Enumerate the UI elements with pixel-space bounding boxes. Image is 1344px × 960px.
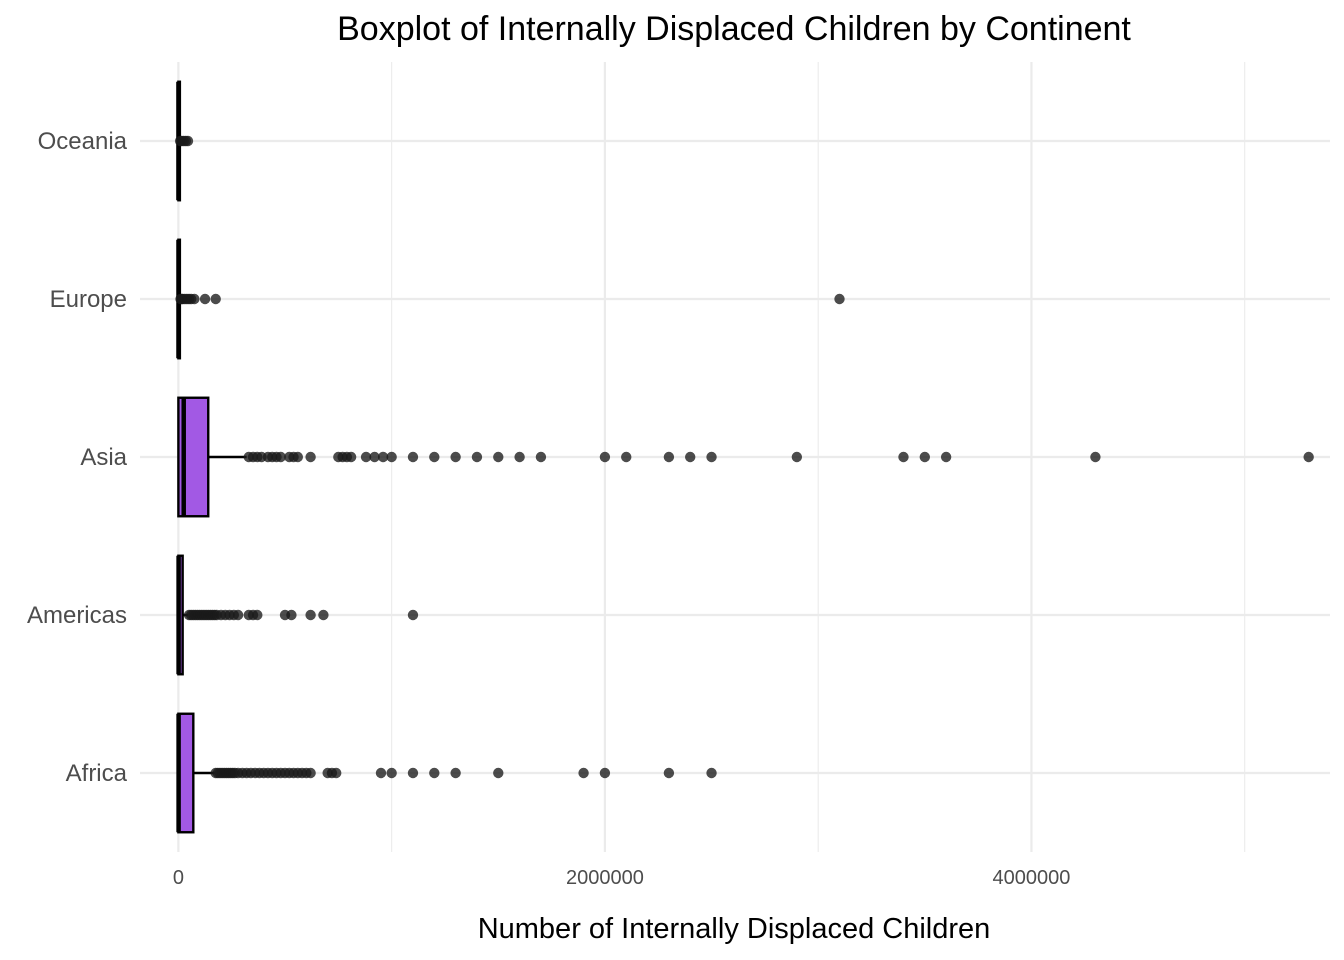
outlier-point [386,767,397,779]
outlier-point [493,767,504,779]
x-tick-label: 2000000 [566,867,644,889]
y-category-label: Asia [80,444,127,471]
outlier-point [305,767,316,779]
outlier-point [834,293,845,305]
outlier-point [514,451,525,463]
x-axis-title: Number of Internally Displaced Children [478,913,991,945]
outlier-point [232,609,244,621]
x-tick-label: 4000000 [992,867,1070,889]
outlier-point [663,451,675,463]
x-axis-tick-labels: 0 2000000 4000000 [173,867,1071,889]
outlier-point [706,767,717,779]
outlier-point [345,451,357,463]
y-category-label: Americas [27,602,127,629]
outlier-point [252,609,263,621]
outlier-point [360,451,372,463]
outlier-point [189,293,200,305]
outlier-point [331,767,342,779]
outlier-point [286,609,297,621]
outlier-point [369,451,380,463]
outlier-point [663,767,675,779]
outlier-point [429,451,440,463]
outlier-point [305,451,316,463]
outlier-point [407,451,419,463]
outlier-point [599,451,611,463]
outlier-point [450,767,461,779]
outlier-point [377,451,389,463]
outlier-point [450,451,461,463]
outlier-point [1303,451,1314,463]
box-africa [176,712,215,834]
outlier-point [386,451,397,463]
outlier-point [275,451,286,463]
outlier-point [940,451,952,463]
box-asia [177,396,247,518]
chart-title: Boxplot of Internally Displaced Children… [337,10,1131,48]
outlier-point [182,135,194,147]
outlier-point [621,451,632,463]
y-category-label: Europe [50,286,127,313]
y-axis-category-labels: Africa Americas Asia Europe Oceania [27,128,128,787]
outlier-point [493,451,504,463]
outlier-point [685,451,696,463]
outlier-point [1090,451,1101,463]
y-category-label: Oceania [38,128,128,155]
y-category-label: Africa [66,760,128,787]
outlier-point [210,293,221,305]
outlier-point [898,451,909,463]
outlier-point [535,451,547,463]
outlier-point [919,451,931,463]
grid-layer [140,62,1330,852]
outlier-point [429,767,440,779]
outlier-point [292,451,304,463]
outlier-point [599,767,611,779]
outlier-point [199,293,211,305]
outlier-point [407,767,419,779]
outlier-point [375,767,387,779]
outlier-point [706,451,717,463]
outlier-point [318,609,329,621]
outlier-point [471,451,483,463]
outlier-point [407,609,419,621]
outlier-point [305,609,316,621]
x-tick-label: 0 [173,867,184,889]
box-layer [176,80,247,834]
outlier-layer [174,135,1314,779]
outlier-point [791,451,803,463]
outlier-point [578,767,589,779]
